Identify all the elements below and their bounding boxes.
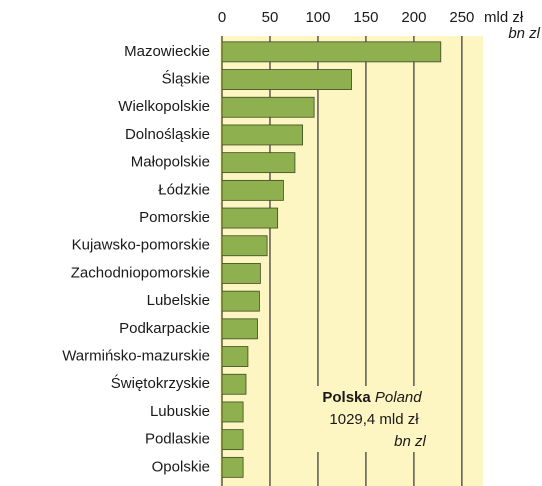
bar bbox=[221, 235, 268, 257]
bar bbox=[221, 290, 260, 312]
bar bbox=[221, 124, 304, 146]
y-tick-label: Mazowieckie bbox=[124, 43, 210, 60]
bars bbox=[221, 41, 442, 478]
y-tick-label: Pomorskie bbox=[139, 209, 210, 226]
y-tick-label: Podkarpackie bbox=[119, 320, 210, 337]
bar bbox=[221, 69, 352, 90]
unit-label-en: bn zl bbox=[508, 25, 540, 42]
y-tick-label: Lubelskie bbox=[147, 292, 210, 309]
annotation-name-en: Poland bbox=[375, 389, 422, 406]
bar bbox=[221, 263, 261, 284]
x-tick-label: 50 bbox=[262, 9, 279, 26]
y-tick-label: Łódzkie bbox=[158, 181, 210, 198]
bar bbox=[221, 346, 249, 367]
bar bbox=[221, 179, 284, 201]
annotation-title: Polska Poland bbox=[322, 389, 422, 406]
bar bbox=[221, 207, 279, 229]
y-tick-label: Kujawsko-pomorskie bbox=[72, 237, 210, 254]
annotation-total: 1029,4 mld zł bbox=[329, 411, 419, 428]
y-tick-label: Małopolskie bbox=[131, 154, 210, 171]
bar bbox=[221, 152, 296, 174]
x-tick-label: 200 bbox=[401, 9, 426, 26]
y-tick-label: Dolnośląskie bbox=[125, 126, 210, 143]
y-tick-label: Podlaskie bbox=[145, 431, 210, 448]
bar bbox=[221, 373, 247, 395]
bar bbox=[221, 456, 244, 478]
bar bbox=[221, 41, 442, 63]
x-tick-label: 100 bbox=[305, 9, 330, 26]
bar bbox=[221, 401, 244, 423]
y-tick-label: Zachodniopomorskie bbox=[71, 264, 210, 281]
y-tick-label: Wielkopolskie bbox=[118, 98, 210, 115]
y-tick-label: Śląskie bbox=[162, 70, 210, 88]
unit-label: mld zł bbox=[484, 9, 524, 26]
x-tick-label: 250 bbox=[449, 9, 474, 26]
x-tick-label: 150 bbox=[353, 9, 378, 26]
bar bbox=[221, 429, 244, 451]
annotation-background bbox=[312, 386, 454, 452]
annotation-name: Polska bbox=[322, 389, 371, 406]
bar bbox=[221, 96, 315, 118]
y-tick-label: Lubuskie bbox=[150, 403, 210, 420]
bar bbox=[221, 318, 258, 340]
x-tick-label: 0 bbox=[218, 9, 226, 26]
y-tick-label: Opolskie bbox=[152, 458, 210, 475]
y-tick-label: Świętokrzyskie bbox=[111, 374, 210, 392]
annotation-unit-en: bn zl bbox=[394, 433, 426, 450]
y-tick-label: Warmińsko-mazurskie bbox=[62, 348, 210, 365]
